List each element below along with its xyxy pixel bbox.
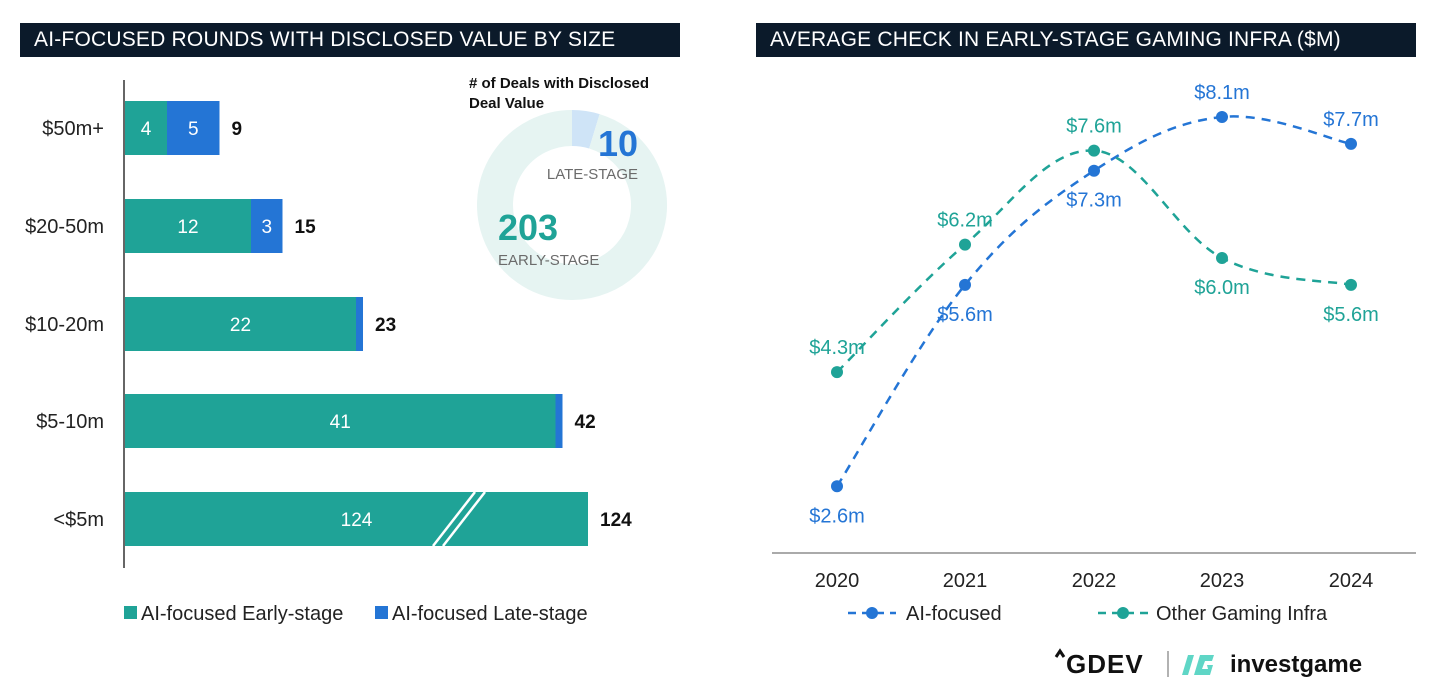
bar-late-stage	[251, 199, 283, 253]
category-label: $10-20m	[25, 314, 104, 336]
left-chart-title: AI-FOCUSED ROUNDS WITH DISCLOSED VALUE B…	[20, 23, 680, 57]
data-label: $7.7m	[1323, 109, 1379, 131]
data-point	[1345, 137, 1357, 150]
axis-break-mark	[432, 491, 476, 547]
legend-swatch-early	[124, 606, 137, 619]
bar-early-stage	[125, 101, 167, 155]
bar-early-label: 41	[330, 412, 351, 433]
bar-early-label: 124	[341, 510, 373, 531]
donut-slice-early-stage	[477, 110, 667, 300]
data-label: $5.6m	[937, 304, 993, 326]
data-label: $6.0m	[1194, 277, 1250, 299]
logo-area: GDEV investgame	[1054, 648, 1362, 679]
category-label: $5-10m	[36, 411, 104, 433]
legend-label-early: AI-focused Early-stage	[141, 603, 343, 625]
bar-early-stage	[125, 297, 356, 351]
data-label: $7.6m	[1066, 116, 1122, 138]
x-tick-label: 2023	[1200, 570, 1245, 592]
legend-label-ai: AI-focused	[906, 603, 1002, 625]
data-point	[831, 480, 843, 493]
bar-late-stage	[356, 297, 363, 351]
bar-early-label: 4	[141, 119, 152, 140]
investgame-logo: investgame	[1182, 651, 1362, 678]
donut-early-label: EARLY-STAGE	[498, 252, 599, 269]
donut-title-line1: # of Deals with Disclosed	[469, 75, 649, 92]
gdev-logo: GDEV	[1054, 648, 1144, 679]
donut-slice-late-stage	[571, 110, 600, 149]
bar-early-label: 12	[177, 217, 198, 238]
category-label: $20-50m	[25, 216, 104, 238]
bar-total-label: 9	[232, 119, 243, 140]
data-point	[1088, 144, 1100, 157]
bar-legend: AI-focused Early-stage AI-focused Late-s…	[124, 603, 588, 625]
data-label: $4.3m	[809, 337, 865, 359]
bar-late-label: 5	[188, 119, 199, 140]
x-tick-label: 2022	[1072, 570, 1117, 592]
bar-total-label: 23	[375, 315, 396, 336]
data-label: $2.6m	[809, 505, 865, 527]
bar-total-label: 42	[575, 412, 596, 433]
investgame-logo-text: investgame	[1230, 651, 1362, 678]
right-chart-title: AVERAGE CHECK IN EARLY-STAGE GAMING INFR…	[756, 23, 1416, 57]
donut-early-value: 203	[498, 207, 558, 248]
series-line	[835, 115, 1352, 487]
bar-late-stage	[555, 394, 563, 448]
axis-break-mark	[442, 491, 486, 547]
bar-chart: # of Deals with Disclosed Deal Value 10 …	[25, 75, 667, 625]
legend-label-late: AI-focused Late-stage	[392, 603, 588, 625]
donut-late-value: 10	[598, 123, 638, 164]
legend-marker-ai	[866, 607, 878, 619]
data-point	[831, 366, 843, 379]
data-point	[1216, 252, 1228, 264]
x-tick-label: 2021	[943, 570, 988, 592]
data-label: $6.2m	[937, 210, 993, 232]
bar-late-stage	[167, 101, 220, 155]
legend-marker-other	[1117, 607, 1129, 619]
gdev-logo-text: GDEV	[1066, 649, 1144, 679]
donut-late-label: LATE-STAGE	[547, 166, 638, 183]
data-point	[1088, 164, 1100, 177]
series-line	[836, 149, 1352, 374]
x-tick-label: 2024	[1329, 570, 1374, 592]
data-point	[959, 238, 971, 251]
x-tick-label: 2020	[815, 570, 860, 592]
donut-title-line2: Deal Value	[469, 95, 544, 112]
deals-donut	[477, 110, 667, 300]
data-point	[1216, 111, 1228, 123]
data-point	[1345, 278, 1357, 291]
data-label: $7.3m	[1066, 190, 1122, 212]
legend-label-other: Other Gaming Infra	[1156, 603, 1328, 625]
data-label: $8.1m	[1194, 82, 1250, 104]
legend-swatch-late	[375, 606, 388, 619]
data-point	[959, 278, 971, 291]
category-label: $50m+	[42, 118, 104, 140]
bar-early-stage	[125, 199, 251, 253]
data-label: $5.6m	[1323, 304, 1379, 326]
bar-early-stage	[125, 492, 588, 546]
bar-total-label: 15	[295, 217, 317, 238]
line-legend: AI-focused Other Gaming Infra	[848, 603, 1328, 625]
bar-total-label: 124	[600, 510, 632, 531]
bar-early-stage	[125, 394, 556, 448]
category-label: <$5m	[53, 509, 104, 531]
bar-late-label: 3	[261, 217, 272, 238]
line-chart: 2020 2021 2022 2023 2024 $2.6m $5.6m $7.3m $8.1m…	[772, 82, 1416, 625]
bar-early-label: 22	[230, 315, 251, 336]
